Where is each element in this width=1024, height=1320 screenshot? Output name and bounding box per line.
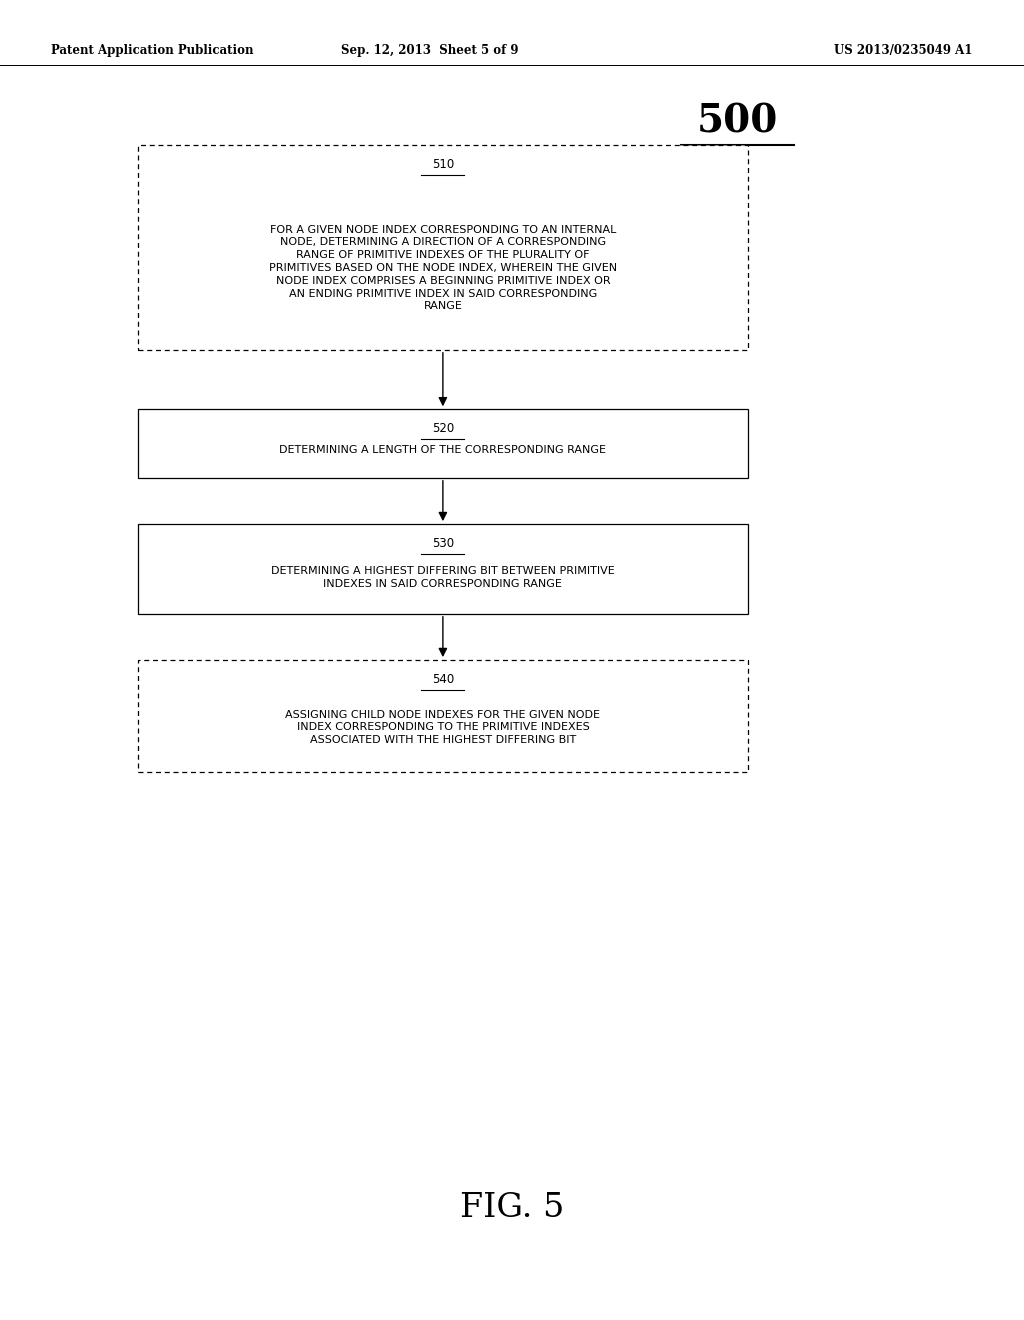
Text: 530: 530 bbox=[432, 537, 454, 550]
Text: FOR A GIVEN NODE INDEX CORRESPONDING TO AN INTERNAL
NODE, DETERMINING A DIRECTIO: FOR A GIVEN NODE INDEX CORRESPONDING TO … bbox=[269, 224, 616, 312]
Bar bbox=[138, 660, 748, 772]
Text: DETERMINING A LENGTH OF THE CORRESPONDING RANGE: DETERMINING A LENGTH OF THE CORRESPONDIN… bbox=[280, 445, 606, 455]
Bar bbox=[138, 524, 748, 614]
Bar bbox=[138, 409, 748, 478]
Bar bbox=[138, 145, 748, 350]
Text: ASSIGNING CHILD NODE INDEXES FOR THE GIVEN NODE
INDEX CORRESPONDING TO THE PRIMI: ASSIGNING CHILD NODE INDEXES FOR THE GIV… bbox=[286, 710, 600, 744]
Text: Sep. 12, 2013  Sheet 5 of 9: Sep. 12, 2013 Sheet 5 of 9 bbox=[341, 44, 519, 57]
Text: FIG. 5: FIG. 5 bbox=[460, 1192, 564, 1224]
Text: Patent Application Publication: Patent Application Publication bbox=[51, 44, 254, 57]
Text: DETERMINING A HIGHEST DIFFERING BIT BETWEEN PRIMITIVE
INDEXES IN SAID CORRESPOND: DETERMINING A HIGHEST DIFFERING BIT BETW… bbox=[271, 566, 614, 589]
Text: 540: 540 bbox=[432, 673, 454, 686]
Text: 520: 520 bbox=[432, 422, 454, 436]
Text: 510: 510 bbox=[432, 158, 454, 172]
Text: US 2013/0235049 A1: US 2013/0235049 A1 bbox=[835, 44, 973, 57]
Text: 500: 500 bbox=[696, 103, 778, 140]
